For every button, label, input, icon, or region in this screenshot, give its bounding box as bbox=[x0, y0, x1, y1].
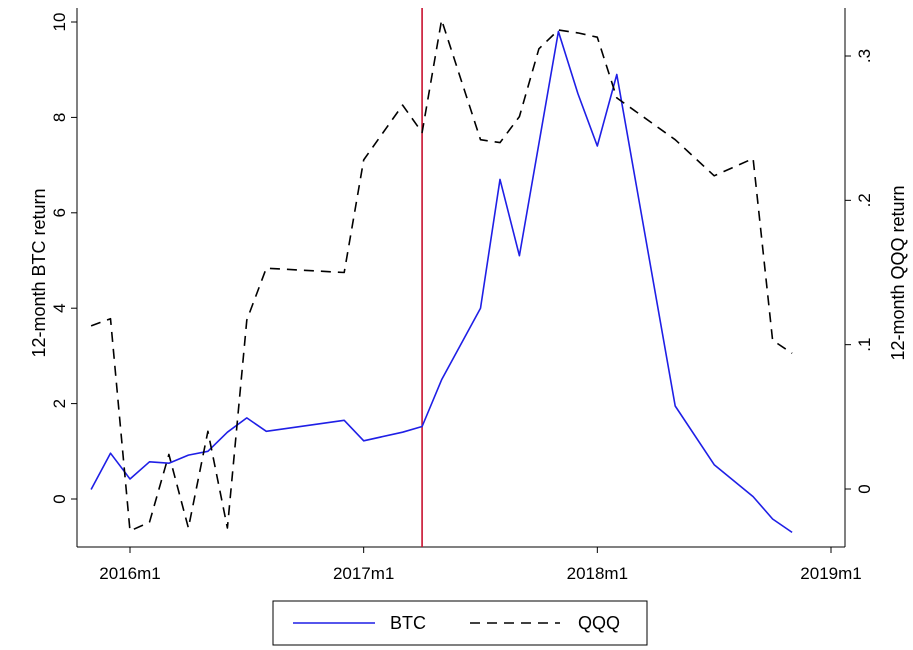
series-line-btc bbox=[90, 30, 793, 534]
y-left-tick-label: 0 bbox=[50, 494, 69, 503]
y-axis-right-title: 12-month QQQ return bbox=[888, 185, 908, 360]
y-right-tick-label: .2 bbox=[855, 193, 874, 207]
x-tick-label: 2018m1 bbox=[567, 564, 628, 583]
y-left-tick-label: 4 bbox=[50, 303, 69, 312]
series-line-qqq bbox=[90, 19, 793, 532]
y-right-tick-label: .1 bbox=[855, 338, 874, 352]
ticks-layer: 0 2 4 6 8 10 0 .1 .2 .3 2016m1 2017m1 2018m1 2019m1 bbox=[50, 13, 874, 583]
y-left-tick-label: 2 bbox=[50, 399, 69, 408]
legend-label-btc: BTC bbox=[390, 613, 426, 633]
y-axis-left-title: 12-month BTC return bbox=[29, 188, 49, 357]
series-layer bbox=[90, 19, 793, 534]
x-tick-label: 2016m1 bbox=[99, 564, 160, 583]
legend-label-qqq: QQQ bbox=[578, 613, 620, 633]
x-tick-label: 2019m1 bbox=[800, 564, 861, 583]
x-tick-label: 2017m1 bbox=[333, 564, 394, 583]
legend: BTC QQQ bbox=[272, 600, 648, 646]
y-right-tick-label: .3 bbox=[855, 49, 874, 63]
axes bbox=[76, 8, 846, 548]
y-left-tick-label: 10 bbox=[50, 13, 69, 32]
y-left-tick-label: 8 bbox=[50, 113, 69, 122]
y-right-tick-label: 0 bbox=[855, 484, 874, 493]
y-left-tick-label: 6 bbox=[50, 208, 69, 217]
